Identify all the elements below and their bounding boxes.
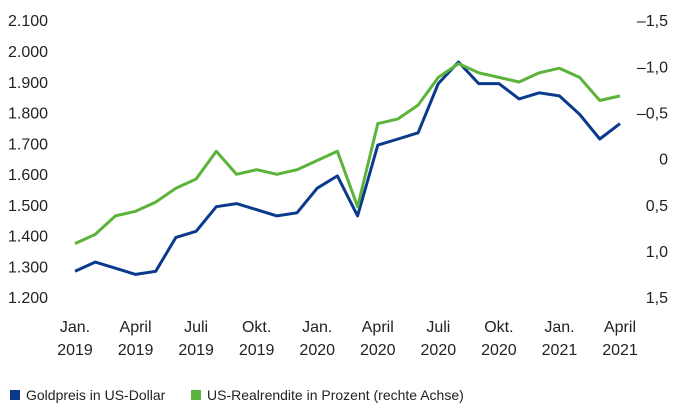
data-line xyxy=(74,60,621,276)
legend-swatch xyxy=(10,390,20,400)
x-tick-label: Juli 2020 xyxy=(420,319,457,359)
legend-item: Goldpreis in US-Dollar xyxy=(10,387,165,403)
x-tick-label: Jan. 2020 xyxy=(299,319,336,359)
y2-tick-label: 0,5 xyxy=(646,198,668,215)
data-line xyxy=(74,62,621,245)
y-tick-label: 2.000 xyxy=(8,44,48,61)
x-tick-label: Okt. 2020 xyxy=(481,319,517,359)
legend-swatch xyxy=(191,390,201,400)
legend-label: Goldpreis in US-Dollar xyxy=(26,387,166,403)
x-tick-label: Jan. 2021 xyxy=(541,319,578,359)
x-tick-label: April 2020 xyxy=(359,319,396,359)
y-tick-label: 1.800 xyxy=(8,106,48,123)
legend-item: US-Realrendite in Prozent (rechte Achse) xyxy=(191,387,464,403)
y-tick-label: 1.900 xyxy=(8,75,48,92)
y2-tick-label: –1,5 xyxy=(637,13,668,30)
y2-tick-label: 1,0 xyxy=(646,244,668,261)
x-tick-label: April 2019 xyxy=(117,319,154,359)
y2-tick-label: 1,5 xyxy=(646,290,668,307)
y-tick-label: 2.100 xyxy=(8,13,48,30)
x-tick-label: Jan. 2019 xyxy=(57,319,93,359)
legend-label: US-Realrendite in Prozent (rechte Achse) xyxy=(207,387,464,403)
y-tick-label: 1.600 xyxy=(8,167,48,184)
x-tick-label: Okt. 2019 xyxy=(238,319,275,359)
y-tick-label: 1.700 xyxy=(8,136,48,153)
y-tick-label: 1.300 xyxy=(8,259,48,276)
y-tick-label: 1.200 xyxy=(8,290,48,307)
y2-tick-label: –0,5 xyxy=(637,106,668,123)
y2-tick-label: –1,0 xyxy=(637,59,668,76)
x-tick-label: Juli 2019 xyxy=(178,319,214,359)
x-tick-label: April 2021 xyxy=(602,319,638,359)
y-tick-label: 1.400 xyxy=(8,229,48,246)
y2-tick-label: 0 xyxy=(659,152,668,169)
y-tick-label: 1.500 xyxy=(8,198,48,215)
